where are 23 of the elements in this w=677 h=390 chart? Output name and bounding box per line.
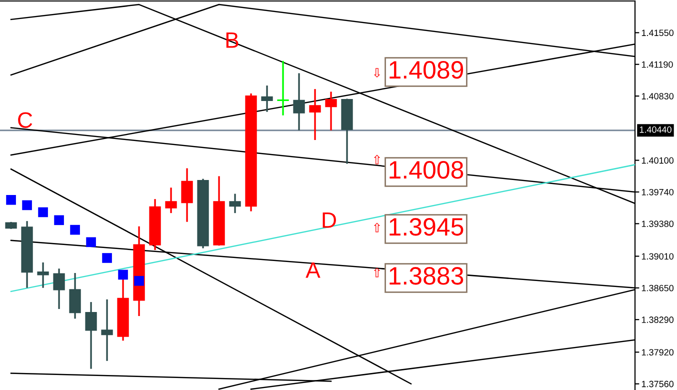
y-tick-label: 1.40830: [642, 93, 674, 100]
y-tick-label: 1.41550: [642, 30, 674, 36]
annotation: 1.4089: [390, 61, 464, 79]
y-tick-label: 1.39380: [642, 220, 674, 228]
y-tick-label: 1.37920: [642, 349, 674, 356]
y-tick-label: 1.39010: [642, 253, 674, 260]
annotation: A: [306, 262, 320, 278]
annotation: ⇧: [374, 222, 380, 232]
y-tick-label: 1.37560: [642, 380, 674, 388]
annotation: 1.3945: [390, 218, 464, 236]
y-tick-label: 1.40100: [642, 157, 674, 164]
y-tick-label: 1.38290: [642, 316, 674, 323]
annotation: 1.4008: [390, 161, 464, 179]
annotation: 1.3883: [390, 267, 464, 285]
annotation: ⇧: [374, 154, 380, 164]
y-tick-label: 1.41190: [642, 61, 673, 68]
y-tick-label: 1.39740: [642, 188, 674, 196]
annotation: ⇩: [374, 68, 380, 78]
ref-line-label: 1.40440: [640, 126, 672, 133]
annotation: C: [18, 112, 32, 128]
annotation: ⇧: [374, 268, 380, 278]
annotation: D: [322, 212, 336, 228]
y-tick-label: 1.38650: [642, 284, 674, 292]
